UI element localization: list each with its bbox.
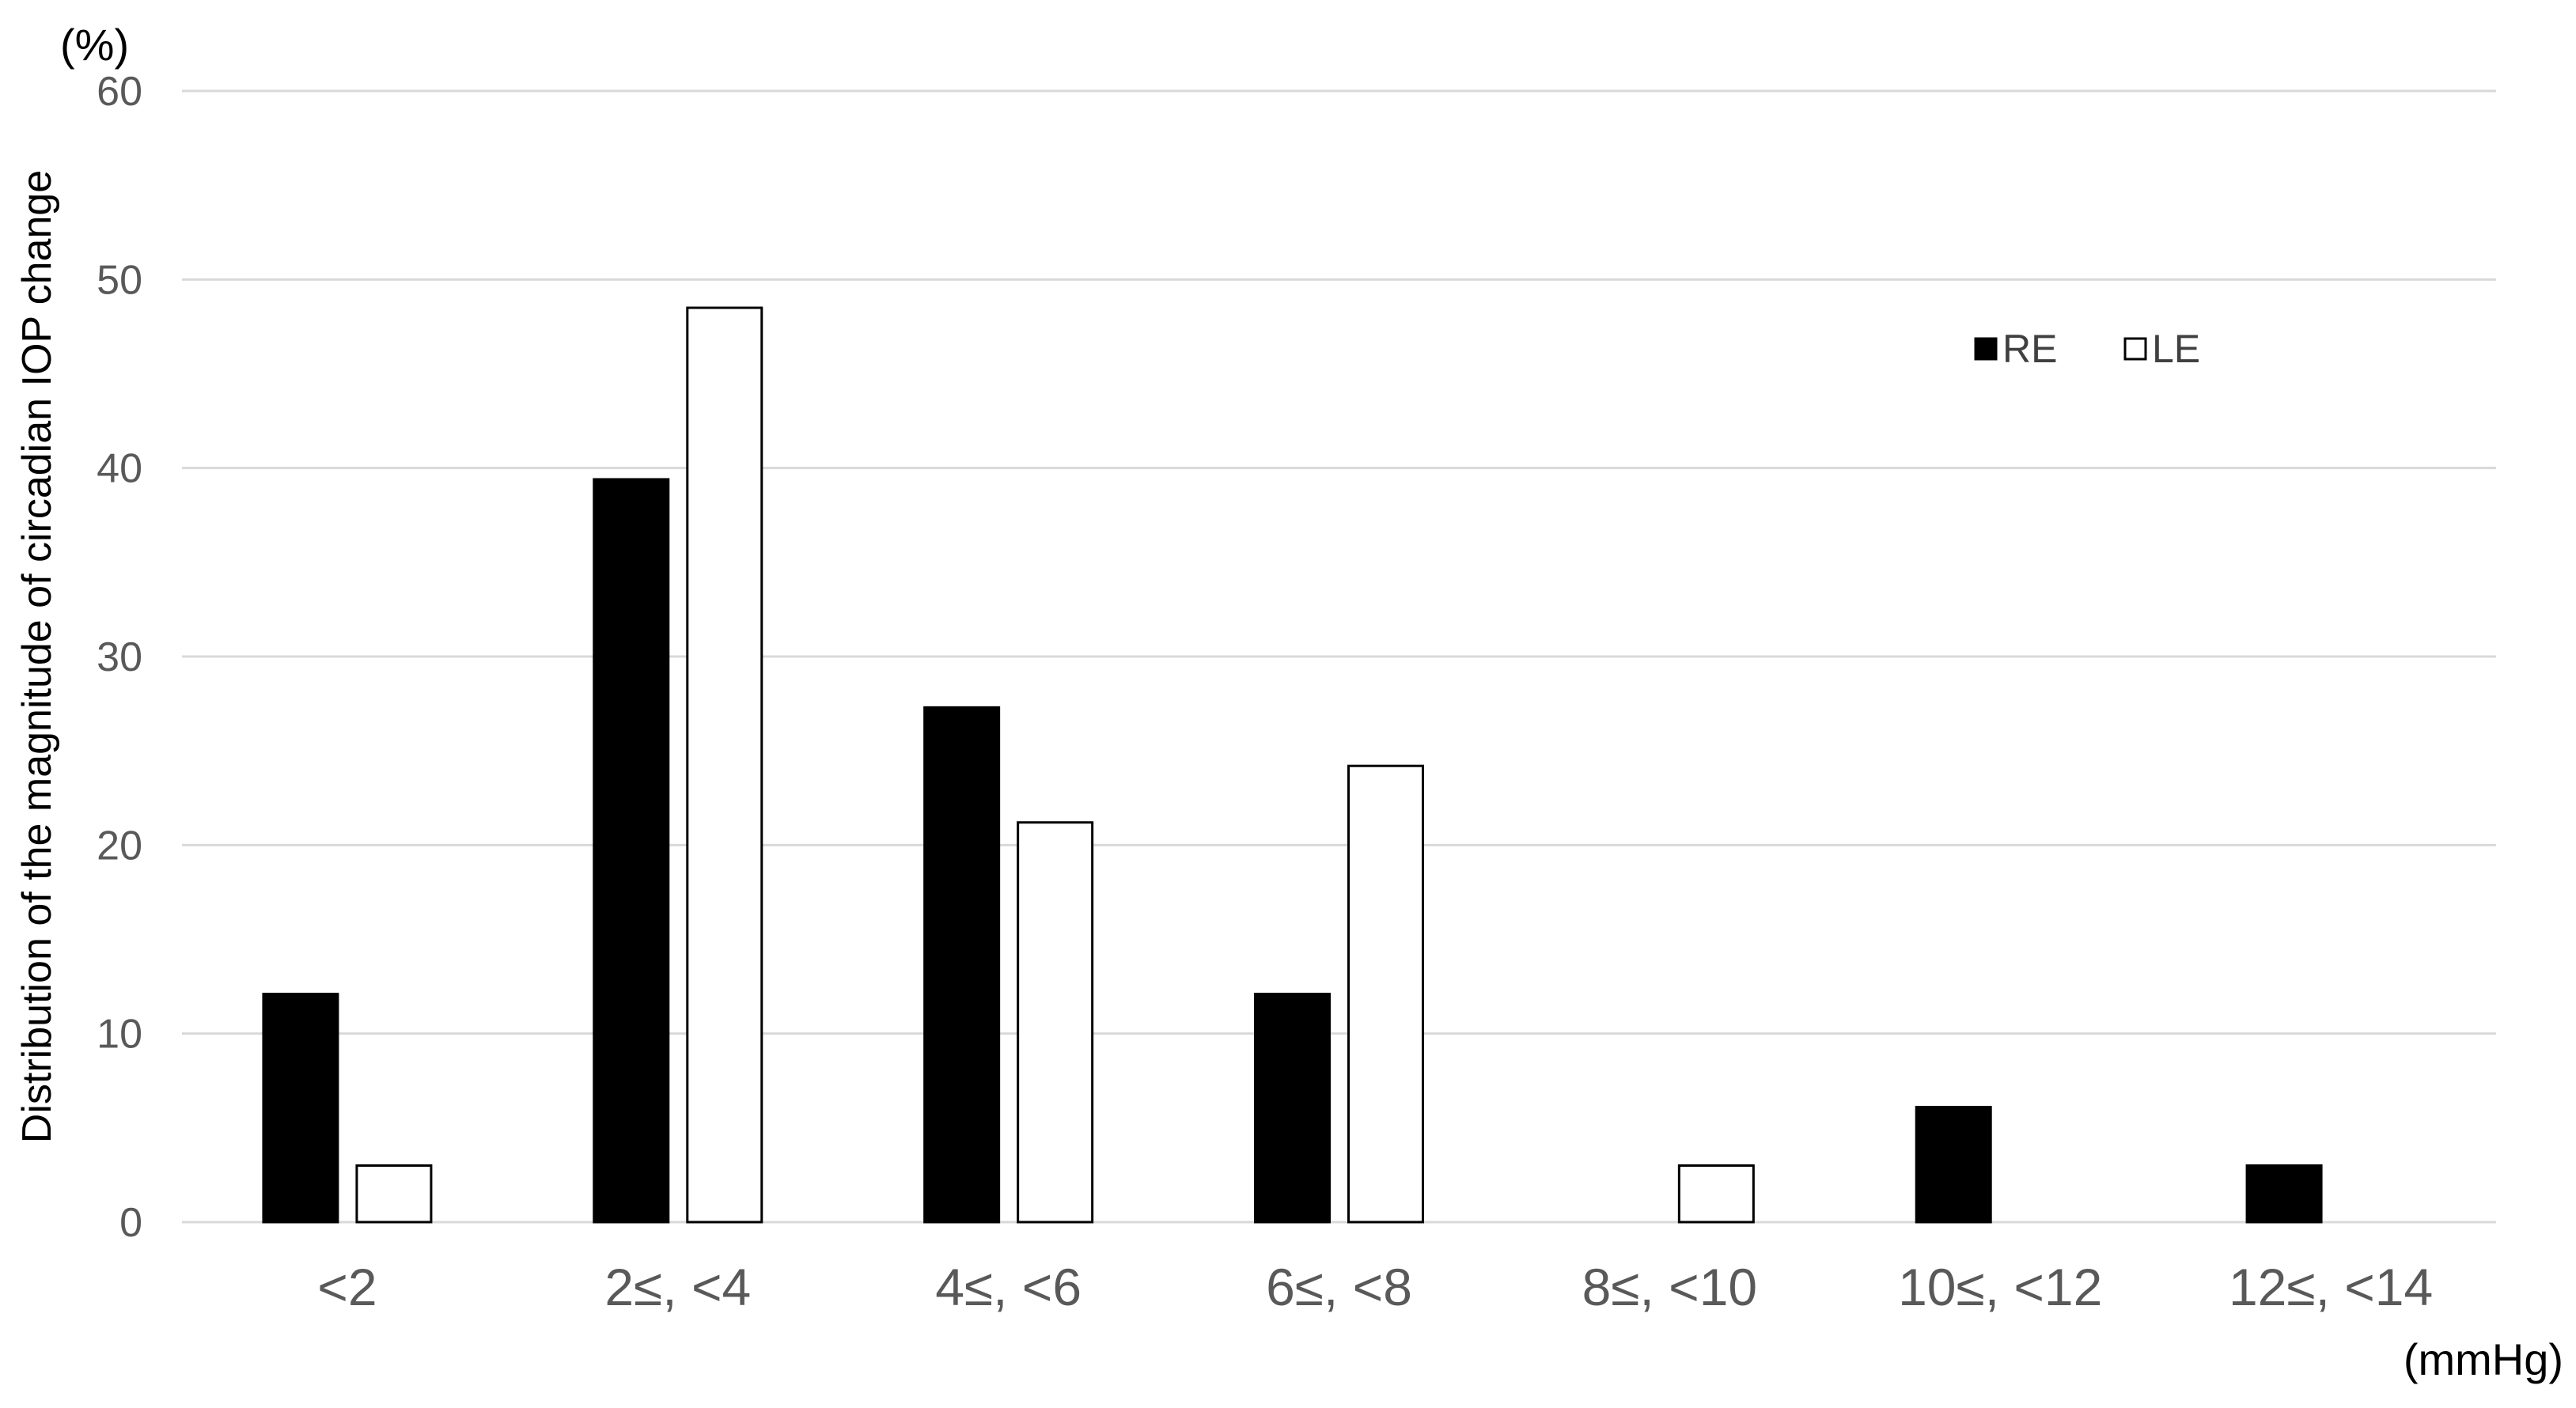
- bar-le-3: [1347, 764, 1424, 1224]
- x-category-label-4: 8≤, <10: [1582, 1258, 1758, 1316]
- x-axis-unit: (mmHg): [2404, 1334, 2563, 1384]
- y-tick-label-10: 10: [97, 1012, 142, 1058]
- bar-le-4: [1677, 1164, 1755, 1224]
- y-tick-label-50: 50: [97, 257, 142, 303]
- bar-re-2: [923, 706, 1001, 1224]
- bar-le-1: [686, 306, 763, 1224]
- x-category-label-1: 2≤, <4: [604, 1258, 751, 1316]
- bar-re-0: [262, 993, 339, 1224]
- legend-label-re: RE: [2002, 327, 2057, 371]
- x-axis-categories: <2 2≤, <4 4≤, <6 6≤, <8 8≤, <10 10≤, <12 12≤, …: [317, 1258, 2433, 1316]
- gridlines: [182, 89, 2496, 1224]
- x-category-label-6: 12≤, <14: [2229, 1258, 2433, 1316]
- bars: [262, 306, 2323, 1224]
- y-tick-label-40: 40: [97, 446, 142, 492]
- legend-label-le: LE: [2152, 327, 2200, 371]
- y-tick-label-30: 30: [97, 634, 142, 680]
- y-axis-ticks: 0 10 20 30 40 50 60: [97, 69, 142, 1246]
- y-axis-unit: (%): [60, 20, 129, 70]
- bar-re-5: [1915, 1106, 1992, 1224]
- x-category-label-0: <2: [317, 1258, 377, 1316]
- y-tick-label-0: 0: [119, 1200, 142, 1246]
- x-category-label-2: 4≤, <6: [935, 1258, 1082, 1316]
- y-tick-label-20: 20: [97, 823, 142, 869]
- y-tick-label-60: 60: [97, 69, 142, 115]
- bar-le-0: [355, 1164, 433, 1224]
- legend-swatch-le: [2123, 337, 2147, 361]
- bar-le-2: [1017, 821, 1094, 1224]
- x-category-label-5: 10≤, <12: [1898, 1258, 2102, 1316]
- bar-re-6: [2245, 1164, 2323, 1224]
- x-category-label-3: 6≤, <8: [1266, 1258, 1412, 1316]
- legend-swatch-re: [1974, 337, 1998, 361]
- legend: RE LE: [1974, 327, 2200, 371]
- bar-re-3: [1254, 993, 1331, 1224]
- bar-re-1: [593, 478, 670, 1224]
- y-axis-title: Distribution of the magnitude of circadi…: [14, 170, 60, 1143]
